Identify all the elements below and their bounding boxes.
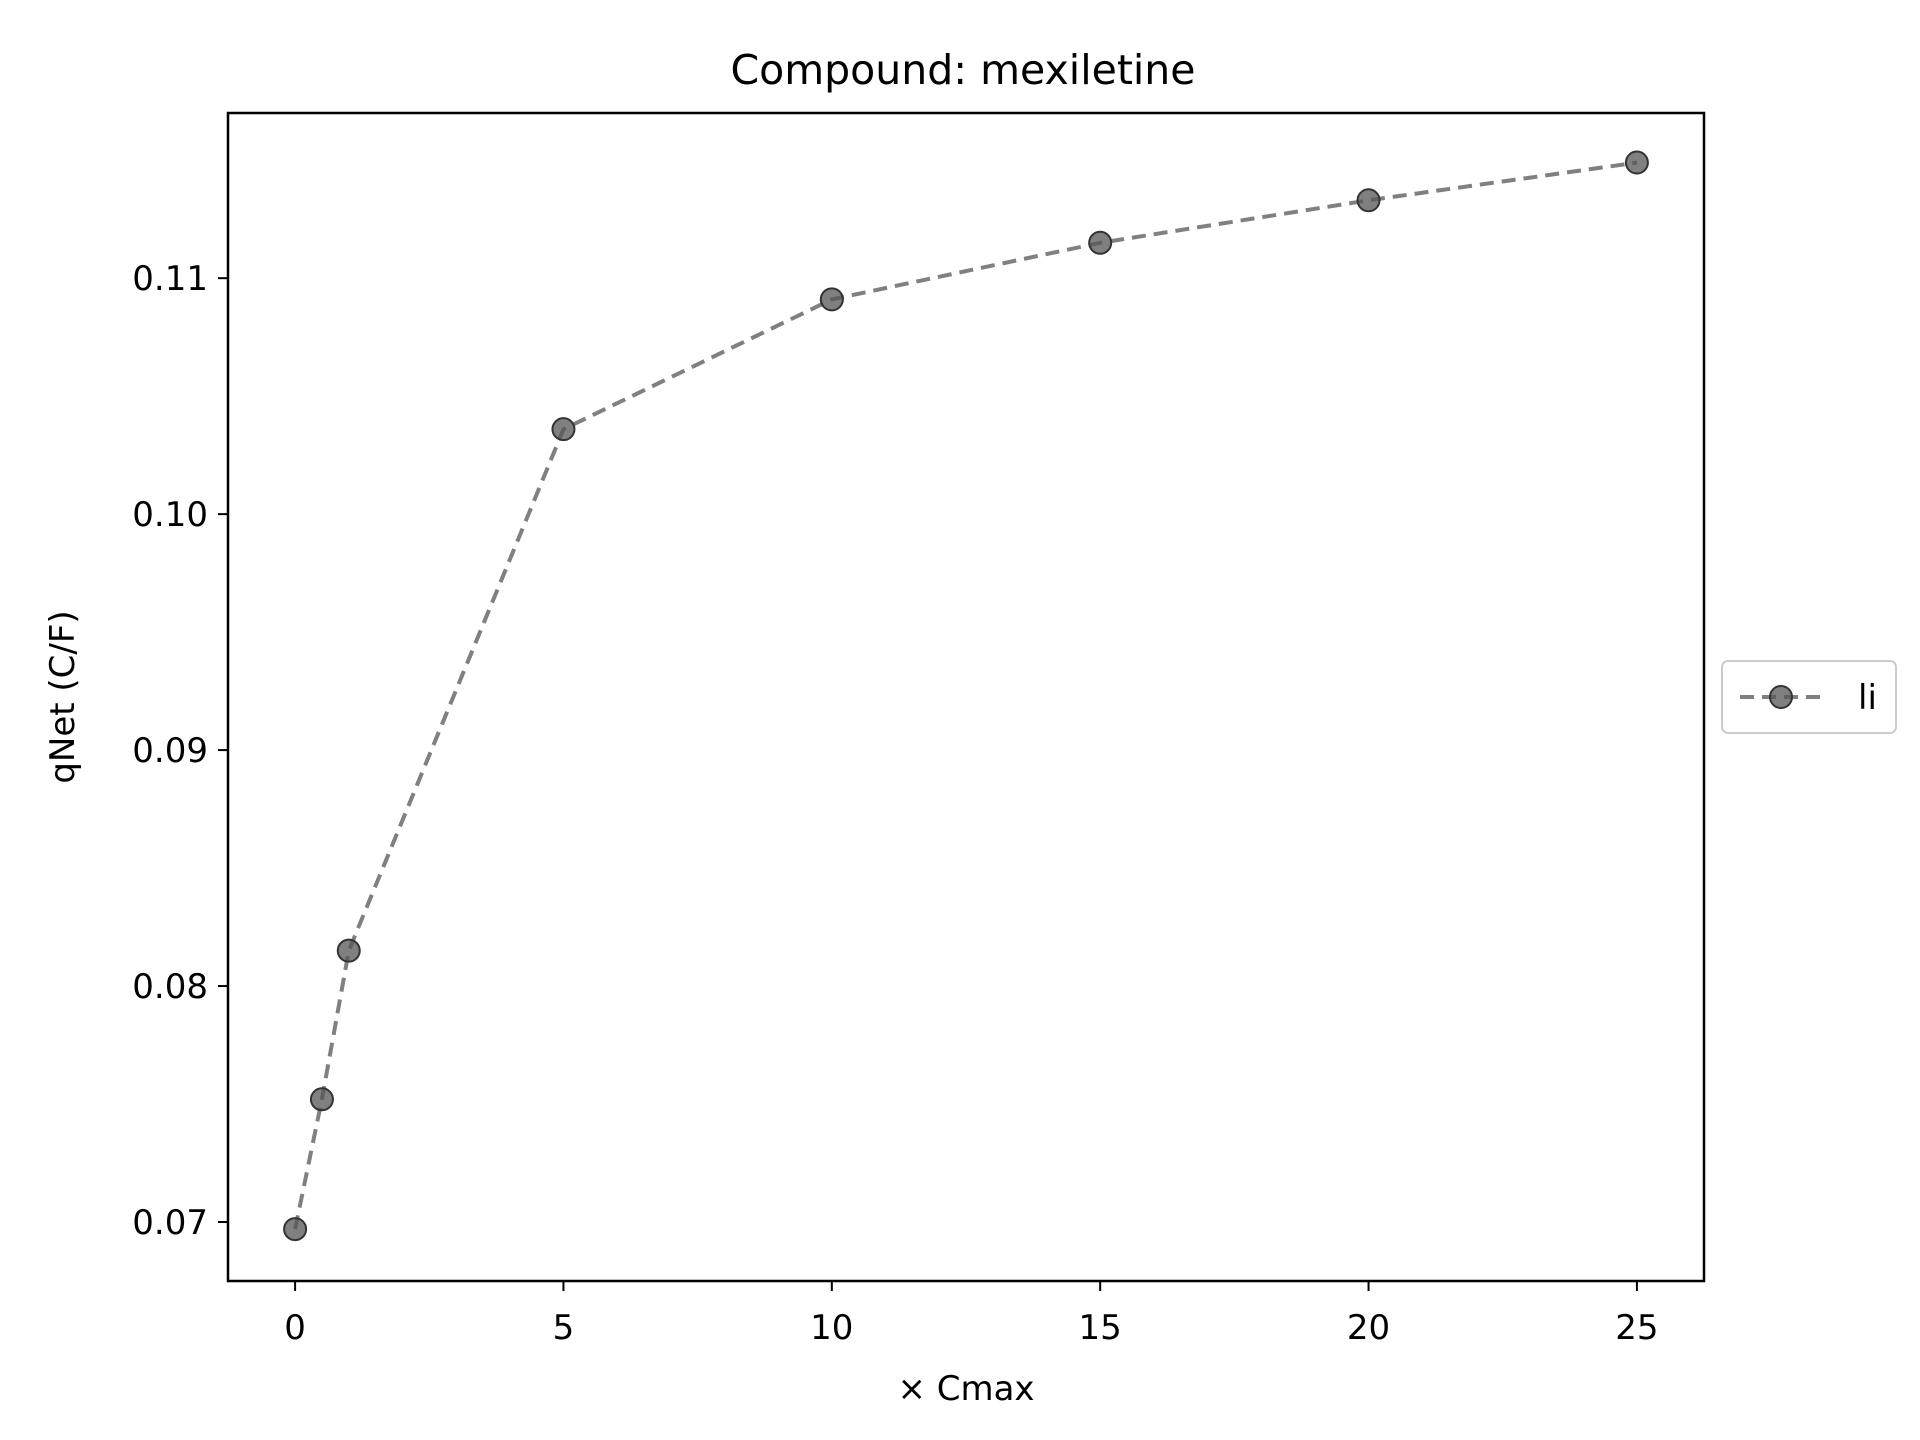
data-point	[1356, 188, 1381, 213]
legend-marker-swatch	[1769, 685, 1793, 709]
legend: li	[1721, 660, 1897, 734]
chart-title: Compound: mexiletine	[731, 46, 1196, 94]
y-axis-ticks: 0.07 0.08 0.09 0.10 0.11	[132, 259, 228, 1243]
x-axis-label: × Cmax	[897, 1369, 1034, 1409]
y-axis-label: qNet (C/F)	[43, 610, 83, 783]
series-line-li	[293, 160, 1638, 1230]
data-point	[1088, 230, 1113, 255]
data-point	[1624, 150, 1649, 175]
y-tick-label: 0.07	[132, 1203, 208, 1243]
plot-frame	[226, 111, 1706, 1283]
x-axis-ticks: 0 5 10 15 20 25	[284, 1281, 1659, 1348]
x-tick-label: 0	[284, 1308, 306, 1348]
data-point	[309, 1087, 334, 1112]
x-tick-label: 15	[1079, 1308, 1122, 1348]
legend-label: li	[1858, 678, 1877, 718]
x-tick-label: 5	[553, 1308, 575, 1348]
y-tick-label: 0.10	[132, 495, 208, 535]
data-point	[336, 938, 361, 963]
x-tick-label: 25	[1615, 1308, 1658, 1348]
data-point	[819, 287, 844, 312]
y-tick-label: 0.08	[132, 967, 208, 1007]
series-layer	[283, 150, 1649, 1242]
y-tick-label: 0.11	[132, 259, 208, 299]
data-point	[283, 1217, 308, 1242]
x-tick-label: 20	[1347, 1308, 1390, 1348]
y-tick-label: 0.09	[132, 731, 208, 771]
data-point	[551, 417, 576, 442]
x-tick-label: 10	[810, 1308, 853, 1348]
